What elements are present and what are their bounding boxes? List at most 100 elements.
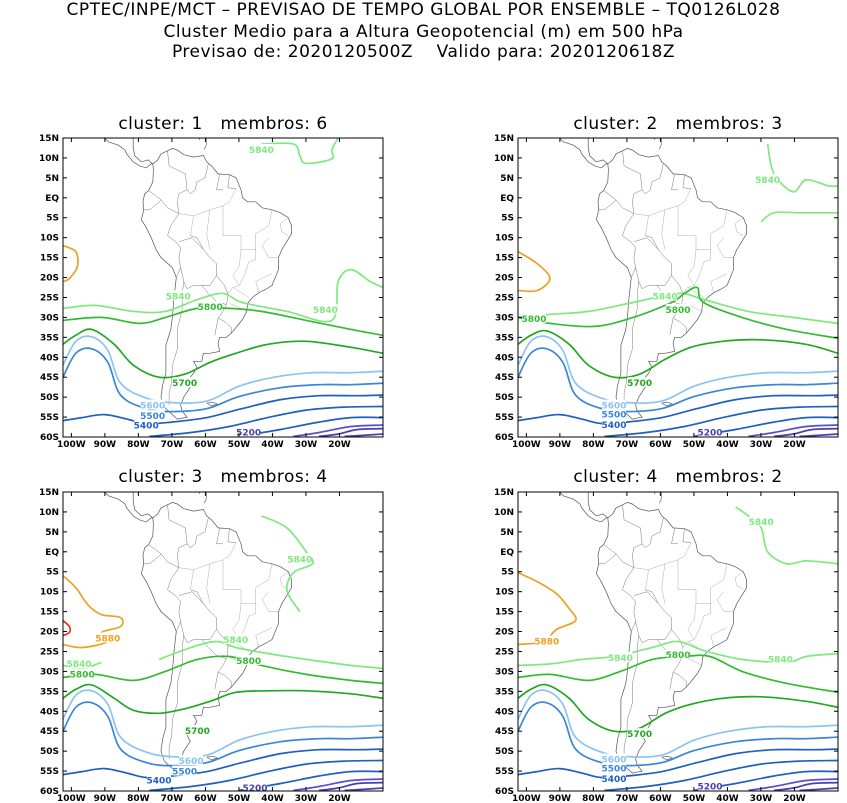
- country-border: [216, 173, 223, 191]
- contour-line: [518, 689, 838, 758]
- contour-label: 5800: [198, 303, 223, 313]
- contour-line: [63, 335, 383, 404]
- lat-label: 20S: [40, 628, 59, 638]
- contour-line: [518, 329, 838, 379]
- state-border: [261, 591, 279, 612]
- contour-label: 5840: [608, 654, 633, 664]
- lon-label: 20W: [783, 440, 806, 450]
- coastline: [587, 138, 609, 165]
- country-border: [671, 275, 684, 300]
- state-border: [178, 542, 237, 570]
- country-border: [633, 591, 672, 640]
- lon-label: 60W: [194, 794, 217, 803]
- state-border: [268, 209, 273, 226]
- lat-label: 60S: [495, 787, 514, 797]
- lat-label: 55S: [495, 413, 514, 423]
- contour-line: [518, 701, 838, 767]
- coastline: [103, 492, 153, 523]
- state-border: [716, 237, 734, 258]
- lat-label: 10S: [40, 234, 59, 244]
- lat-label: 60S: [40, 433, 59, 443]
- contour-label: 5600: [601, 402, 626, 412]
- lat-label: 20S: [495, 628, 514, 638]
- contour-label: 5700: [185, 727, 210, 737]
- lon-label: 60W: [649, 794, 672, 803]
- state-border: [716, 591, 734, 612]
- state-border: [723, 209, 728, 226]
- lat-label: 60S: [40, 787, 59, 797]
- state-border: [279, 571, 289, 590]
- country-border: [216, 275, 229, 300]
- lat-label: 20S: [40, 274, 59, 284]
- lat-label: 5N: [45, 528, 59, 538]
- map-frame: [517, 491, 839, 792]
- contour-line: [766, 143, 838, 193]
- contour-line: [63, 575, 124, 649]
- contour-line: [63, 328, 383, 379]
- contour-line: [238, 770, 383, 791]
- lat-label: 10S: [495, 588, 514, 598]
- panel-1-title: cluster: 1 membros: 6: [118, 114, 328, 134]
- country-border: [227, 174, 237, 189]
- lat-label: 10N: [494, 508, 514, 518]
- lat-label: 50S: [495, 747, 514, 757]
- contour-label: 5500: [172, 768, 197, 778]
- country-border: [168, 635, 185, 760]
- state-border: [190, 569, 194, 590]
- lon-label: 20W: [783, 794, 806, 803]
- lat-label: 15N: [39, 488, 59, 498]
- contour-label: 5800: [521, 315, 546, 325]
- contour-line: [773, 427, 838, 437]
- lon-label: 40W: [261, 794, 284, 803]
- state-border: [206, 563, 211, 604]
- lon-label: 30W: [750, 794, 773, 803]
- lat-label: 35S: [495, 333, 514, 343]
- contour-line: [518, 640, 838, 667]
- state-border: [261, 237, 279, 258]
- header-line-2: Cluster Medio para a Altura Geopotencial…: [163, 22, 684, 42]
- lon-label: 40W: [716, 794, 739, 803]
- country-border: [178, 591, 217, 640]
- lat-label: 15S: [40, 254, 59, 264]
- contour-label: 5840: [313, 306, 338, 316]
- contour-label: 5200: [242, 784, 267, 794]
- lat-label: 25S: [495, 293, 514, 303]
- contour-label: 5800: [665, 651, 690, 661]
- coastline: [587, 492, 609, 519]
- lat-label: 10N: [39, 508, 59, 518]
- header-line-3: Previsao de: 2020120500Z Valido para: 20…: [171, 42, 675, 62]
- state-border: [222, 205, 269, 250]
- lat-label: 15N: [494, 488, 514, 498]
- lat-label: 45S: [495, 373, 514, 383]
- lat-label: 50S: [40, 393, 59, 403]
- country-border: [143, 199, 162, 211]
- state-border: [239, 249, 256, 286]
- lat-label: 55S: [40, 413, 59, 423]
- contour-line: [293, 424, 383, 437]
- lat-label: 25S: [495, 647, 514, 657]
- contour-line: [344, 433, 383, 437]
- country-border: [217, 304, 232, 334]
- lat-label: EQ: [500, 548, 514, 558]
- lat-label: 10S: [495, 234, 514, 244]
- island: [658, 138, 663, 150]
- lon-label: 80W: [127, 794, 150, 803]
- lon-label: 100W: [57, 794, 86, 803]
- lat-label: 45S: [40, 373, 59, 383]
- contour-label: 5400: [134, 422, 159, 432]
- lon-label: 100W: [512, 794, 541, 803]
- lat-label: 25S: [40, 647, 59, 657]
- state-border: [239, 603, 256, 640]
- lat-label: 35S: [40, 333, 59, 343]
- contour-line: [799, 787, 838, 791]
- lon-label: 100W: [512, 440, 541, 450]
- state-border: [677, 205, 724, 250]
- lon-label: 70W: [616, 440, 639, 450]
- lat-label: 15N: [39, 134, 59, 144]
- lat-label: 15S: [495, 608, 514, 618]
- state-border: [633, 542, 692, 570]
- lat-label: 5S: [501, 568, 514, 578]
- country-border: [190, 589, 204, 604]
- contour-line: [63, 655, 383, 685]
